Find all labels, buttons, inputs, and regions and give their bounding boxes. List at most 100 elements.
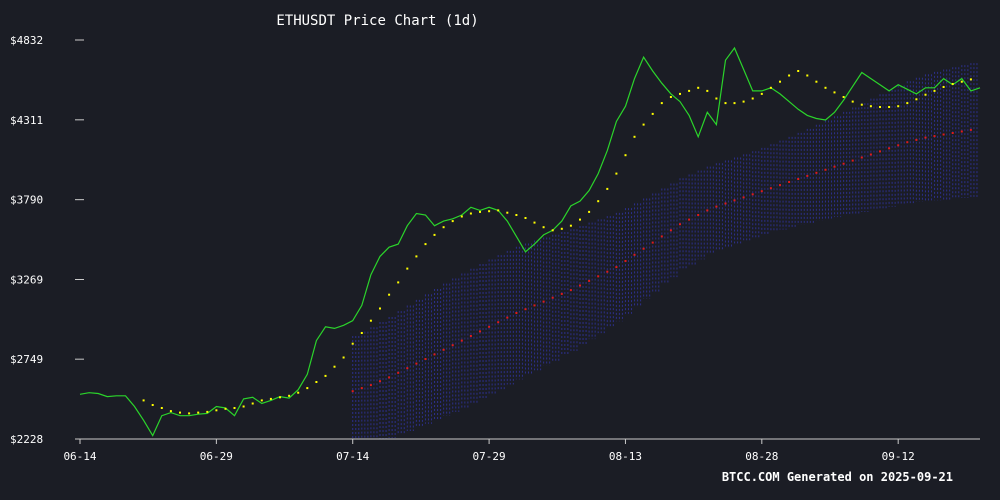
long-ma-point (751, 193, 754, 196)
short-ma-point (215, 409, 218, 412)
short-ma-point (160, 407, 163, 409)
short-ma-point (469, 212, 472, 215)
short-ma-point (697, 86, 700, 89)
short-ma-point (806, 74, 809, 77)
long-ma-point (569, 289, 572, 292)
short-ma-point (333, 365, 336, 368)
long-ma-point (969, 128, 972, 131)
long-ma-point (560, 292, 563, 295)
short-ma-point (415, 255, 418, 258)
long-ma-point (842, 162, 845, 165)
chart-title: ETHUSDT Price Chart (1d) (276, 13, 479, 29)
long-ma-point (769, 187, 772, 190)
long-ma-point (542, 300, 545, 303)
short-ma-point (188, 412, 191, 415)
short-ma-point (888, 106, 891, 108)
long-ma-point (397, 371, 400, 374)
short-ma-point (197, 411, 200, 414)
long-ma-point (488, 325, 491, 328)
short-ma-point (606, 187, 609, 190)
y-tick-label: $2228 (10, 433, 43, 446)
short-ma-point (869, 105, 872, 108)
short-ma-point (624, 154, 627, 157)
bollinger-band (352, 63, 978, 439)
short-ma-point (406, 267, 409, 270)
short-ma-point (833, 91, 836, 94)
long-ma-point (433, 353, 436, 356)
x-tick-label: 08-13 (609, 450, 642, 463)
long-ma-point (633, 253, 636, 256)
long-ma-point (679, 223, 681, 226)
short-ma-point (288, 394, 291, 397)
long-ma-point (388, 376, 391, 379)
short-ma-point (351, 342, 354, 345)
short-ma-point (706, 89, 709, 92)
short-ma-point (569, 224, 572, 227)
short-ma-point (360, 332, 363, 334)
short-ma-point (442, 226, 445, 229)
long-ma-point (897, 144, 900, 147)
short-ma-point (651, 112, 654, 115)
long-ma-point (879, 150, 881, 153)
long-ma-point (860, 156, 863, 159)
short-ma-point (879, 106, 881, 108)
short-ma-point (397, 281, 400, 284)
short-ma-point (151, 404, 154, 406)
long-ma-point (406, 367, 409, 370)
long-ma-point (851, 159, 854, 162)
short-ma-point (533, 221, 536, 224)
short-ma-point (788, 74, 791, 77)
short-ma-point (969, 78, 972, 81)
long-ma-point (824, 168, 827, 171)
long-ma-point (797, 178, 800, 180)
short-ma-point (779, 80, 781, 83)
long-ma-point (479, 330, 481, 333)
long-ma-point (760, 190, 763, 193)
long-ma-point (442, 348, 445, 351)
long-ma-point (660, 235, 663, 238)
price-line (79, 46, 981, 437)
short-ma-point (233, 407, 236, 409)
short-ma-point (324, 374, 327, 377)
y-tick-label: $3790 (10, 194, 43, 207)
short-ma-point (369, 319, 372, 322)
long-ma-point (642, 247, 645, 250)
y-tick-label: $4832 (10, 34, 43, 47)
long-ma-point (815, 171, 818, 174)
long-ma-point (351, 390, 354, 393)
short-ma-point (751, 97, 754, 100)
short-ma-point (942, 86, 945, 88)
long-ma-point (460, 339, 463, 342)
long-ma-point (951, 132, 954, 134)
chart-footer: BTCC.COM Generated on 2025-09-21 (721, 470, 953, 484)
short-ma-point (824, 86, 827, 89)
long-ma-point (469, 335, 472, 337)
long-ma-point (933, 135, 936, 138)
long-ma-point (779, 184, 781, 187)
long-ma-point (888, 147, 891, 150)
long-ma-point (579, 284, 581, 287)
short-ma-point (506, 211, 509, 214)
x-tick-label: 07-29 (473, 450, 506, 463)
long-ma-point (606, 270, 609, 273)
long-ma-point (915, 138, 918, 141)
short-ma-point (933, 89, 936, 92)
short-ma-point (815, 80, 818, 83)
long-ma-point (924, 136, 927, 139)
short-ma-point (715, 97, 718, 100)
short-ma-point (724, 102, 727, 105)
short-ma-point (251, 402, 254, 405)
short-ma-point (560, 227, 563, 230)
long-ma-point (706, 209, 709, 212)
long-ma-point (869, 153, 872, 156)
short-ma-point (733, 102, 736, 105)
long-ma-point (669, 229, 672, 232)
long-ma-point (515, 312, 518, 314)
long-ma-point (788, 181, 791, 183)
short-ma-point (379, 307, 381, 310)
long-ma-point (742, 196, 745, 199)
short-ma-point (615, 172, 618, 175)
short-ma-point (860, 103, 863, 106)
long-ma-point (369, 384, 372, 387)
